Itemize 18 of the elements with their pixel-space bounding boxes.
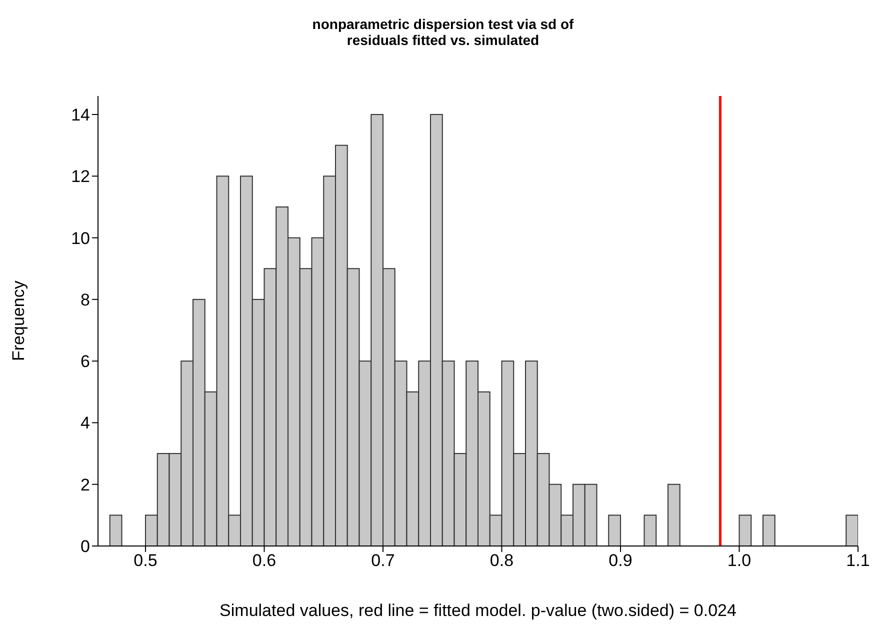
y-tick-label: 4: [80, 414, 90, 433]
x-tick-label: 0.7: [371, 551, 395, 570]
x-tick-label: 1.1: [846, 551, 870, 570]
x-tick-label: 0.6: [252, 551, 276, 570]
y-tick-label: 8: [80, 290, 90, 310]
y-tick-label: 2: [80, 475, 90, 494]
y-tick-label: 6: [80, 352, 90, 372]
y-tick-label: 12: [71, 167, 90, 186]
x-tick-label: 0.5: [134, 551, 158, 570]
x-axis-title: Simulated values, red line = fitted model. p-value (two.sided) = 0.024: [220, 601, 736, 620]
y-tick-label: 14: [71, 106, 90, 125]
y-tick-label: 0: [80, 537, 90, 556]
x-tick-label: 1.0: [727, 551, 752, 570]
chart-title: nonparametric dispersion test via sd of residuals fitted vs. simulated: [311, 15, 575, 50]
y-axis-title: Frequency: [9, 280, 28, 361]
x-tick-label: 0.8: [490, 551, 514, 570]
y-tick-label: 10: [71, 228, 90, 248]
x-tick-label: 0.9: [608, 551, 632, 570]
